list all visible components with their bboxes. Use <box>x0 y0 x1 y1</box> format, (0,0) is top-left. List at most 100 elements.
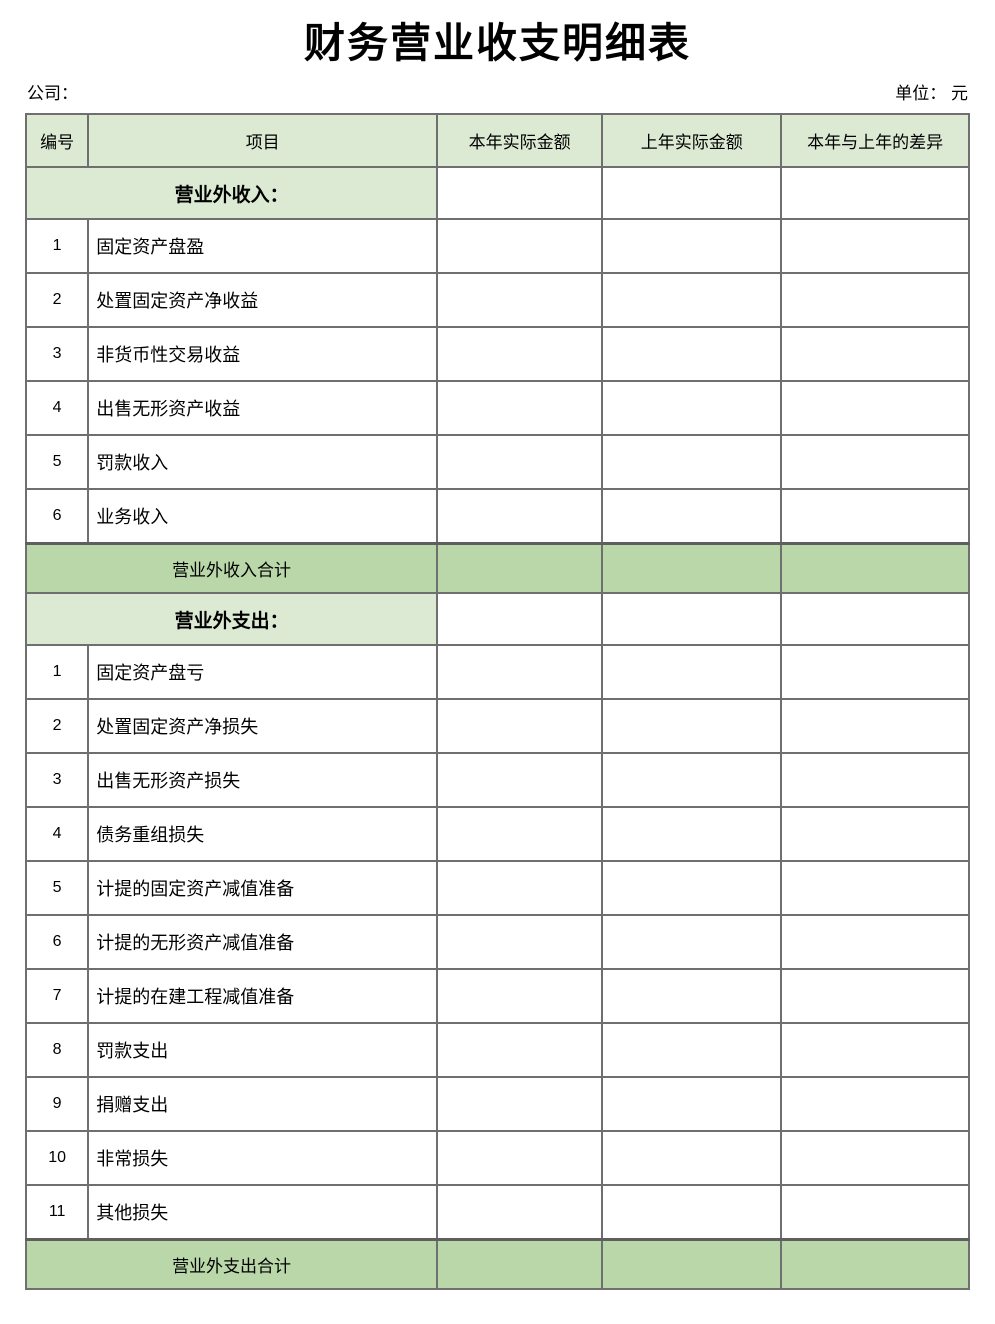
amount-cell-current <box>436 1076 604 1133</box>
amount-cell-diff <box>780 592 970 647</box>
amount-cell-current <box>436 968 604 1025</box>
amount-cell-current <box>436 644 604 701</box>
amount-cell-diff <box>780 1130 970 1187</box>
amount-cell-current <box>436 1184 604 1241</box>
amount-cell-diff <box>780 326 970 383</box>
row-number: 9 <box>24 1076 90 1133</box>
row-number: 6 <box>24 914 90 971</box>
amount-cell-previous <box>601 434 783 491</box>
table-row: 2 处置固定资产净收益 <box>24 272 970 329</box>
meta-line: 公司： 单位： 元 <box>25 79 970 104</box>
table-row: 10 非常损失 <box>24 1130 970 1187</box>
row-number: 7 <box>24 968 90 1025</box>
amount-cell-diff <box>780 166 970 221</box>
unit-label: 单位： 元 <box>895 84 968 104</box>
row-item-label: 捐赠支出 <box>87 1076 439 1133</box>
row-item-label: 债务重组损失 <box>87 806 439 863</box>
amount-cell-previous <box>601 1076 783 1133</box>
total-amount-current <box>436 541 604 595</box>
row-item-label: 处置固定资产净收益 <box>87 272 439 329</box>
total-amount-previous <box>601 541 783 595</box>
amount-cell-current <box>436 752 604 809</box>
amount-cell-current <box>436 860 604 917</box>
row-item-label: 计提的在建工程减值准备 <box>87 968 439 1025</box>
amount-cell-current <box>436 272 604 329</box>
row-item-label: 出售无形资产损失 <box>87 752 439 809</box>
row-item-label: 非货币性交易收益 <box>87 326 439 383</box>
amount-cell-diff <box>780 968 970 1025</box>
row-item-label: 计提的无形资产减值准备 <box>87 914 439 971</box>
table-row: 3 出售无形资产损失 <box>24 752 970 809</box>
total-amount-diff <box>780 1237 970 1291</box>
table-row: 7 计提的在建工程减值准备 <box>24 968 970 1025</box>
amount-cell-current <box>436 806 604 863</box>
table-row: 5 计提的固定资产减值准备 <box>24 860 970 917</box>
amount-cell-previous <box>601 380 783 437</box>
row-number: 6 <box>24 488 90 545</box>
row-number: 1 <box>24 218 90 275</box>
amount-cell-previous <box>601 272 783 329</box>
row-item-label: 固定资产盘盈 <box>87 218 439 275</box>
row-item-label: 业务收入 <box>87 488 439 545</box>
row-number: 2 <box>24 698 90 755</box>
amount-cell-previous <box>601 592 783 647</box>
amount-cell-diff <box>780 752 970 809</box>
amount-cell-diff <box>780 272 970 329</box>
row-item-label: 处置固定资产净损失 <box>87 698 439 755</box>
table-row: 3 非货币性交易收益 <box>24 326 970 383</box>
table-header-row: 编号 项目 本年实际金额 上年实际金额 本年与上年的差异 <box>24 113 970 169</box>
amount-cell-diff <box>780 218 970 275</box>
amount-cell-previous <box>601 166 783 221</box>
header-cell-current-year: 本年实际金额 <box>436 113 604 169</box>
amount-cell-previous <box>601 1022 783 1079</box>
amount-cell-diff <box>780 1184 970 1241</box>
amount-cell-current <box>436 166 604 221</box>
amount-cell-previous <box>601 914 783 971</box>
amount-cell-current <box>436 218 604 275</box>
total-amount-diff <box>780 541 970 595</box>
amount-cell-previous <box>601 860 783 917</box>
income-expense-table: 编号 项目 本年实际金额 上年实际金额 本年与上年的差异 营业外收入： 1 固定… <box>24 113 970 1291</box>
row-item-label: 其他损失 <box>87 1184 439 1241</box>
row-item-label: 罚款收入 <box>87 434 439 491</box>
amount-cell-diff <box>780 914 970 971</box>
total-label-income: 营业外收入合计 <box>24 541 439 595</box>
amount-cell-previous <box>601 968 783 1025</box>
row-number: 10 <box>24 1130 90 1187</box>
amount-cell-previous <box>601 1184 783 1241</box>
row-number: 1 <box>24 644 90 701</box>
section-header-expense: 营业外支出： <box>24 592 439 647</box>
amount-cell-diff <box>780 698 970 755</box>
company-label: 公司： <box>27 84 78 104</box>
amount-cell-previous <box>601 806 783 863</box>
row-item-label: 计提的固定资产减值准备 <box>87 860 439 917</box>
amount-cell-previous <box>601 752 783 809</box>
row-number: 4 <box>24 380 90 437</box>
amount-cell-diff <box>780 644 970 701</box>
table-row: 4 债务重组损失 <box>24 806 970 863</box>
row-number: 3 <box>24 326 90 383</box>
amount-cell-current <box>436 1130 604 1187</box>
table-row: 6 业务收入 <box>24 488 970 545</box>
row-item-label: 非常损失 <box>87 1130 439 1187</box>
row-number: 2 <box>24 272 90 329</box>
total-row-income: 营业外收入合计 <box>24 541 970 595</box>
total-label-expense: 营业外支出合计 <box>24 1237 439 1291</box>
amount-cell-current <box>436 380 604 437</box>
amount-cell-diff <box>780 860 970 917</box>
table-row: 11 其他损失 <box>24 1184 970 1241</box>
row-item-label: 固定资产盘亏 <box>87 644 439 701</box>
amount-cell-diff <box>780 1022 970 1079</box>
table-row: 9 捐赠支出 <box>24 1076 970 1133</box>
header-cell-difference: 本年与上年的差异 <box>780 113 970 169</box>
amount-cell-current <box>436 434 604 491</box>
table-row: 1 固定资产盘亏 <box>24 644 970 701</box>
row-item-label: 出售无形资产收益 <box>87 380 439 437</box>
total-row-expense: 营业外支出合计 <box>24 1237 970 1291</box>
row-item-label: 罚款支出 <box>87 1022 439 1079</box>
amount-cell-previous <box>601 1130 783 1187</box>
table-row: 4 出售无形资产收益 <box>24 380 970 437</box>
amount-cell-current <box>436 914 604 971</box>
header-cell-previous-year: 上年实际金额 <box>601 113 783 169</box>
